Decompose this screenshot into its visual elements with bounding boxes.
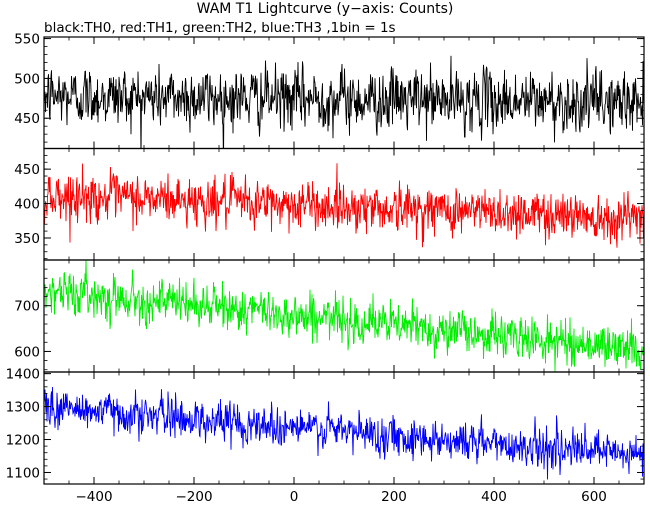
y-tick-label: 1300 (6, 400, 40, 416)
chart-subtitle: black:TH0, red:TH1, green:TH2, blue:TH3 … (44, 20, 396, 36)
x-tick-label: 0 (290, 489, 299, 505)
y-tick-label: 700 (14, 299, 40, 315)
series-line-th2 (44, 260, 644, 372)
y-tick-label: 550 (14, 32, 40, 48)
chart-title: WAM T1 Lightcurve (y−axis: Counts) (196, 1, 454, 17)
y-tick-label: 450 (14, 162, 40, 178)
x-tick-label: 600 (581, 489, 607, 505)
series-line-th0 (44, 54, 644, 149)
panel-frame-th3 (43, 371, 645, 485)
y-tick-label: 450 (14, 111, 40, 127)
y-tick-label: 500 (14, 71, 40, 87)
y-tick-label: 1200 (6, 433, 40, 449)
y-tick-label: 600 (14, 344, 40, 360)
series-line-th3 (44, 386, 644, 480)
y-tick-label: 1400 (6, 367, 40, 383)
x-tick-label: 200 (381, 489, 407, 505)
y-tick-label: 350 (14, 231, 40, 247)
y-tick-label: 400 (14, 197, 40, 213)
x-tick-label: 400 (481, 489, 507, 505)
series-line-th1 (44, 163, 644, 248)
x-tick-label: −200 (175, 489, 212, 505)
y-tick-label: 1100 (6, 465, 40, 481)
x-tick-label: −400 (75, 489, 112, 505)
